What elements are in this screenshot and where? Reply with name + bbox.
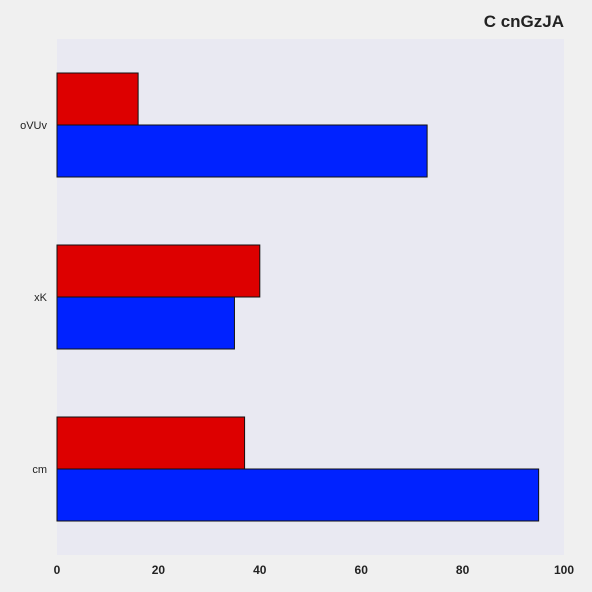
x-tick-label: 80 [456,563,470,577]
x-tick-label: 100 [554,563,574,577]
x-tick-label: 20 [152,563,166,577]
x-tick-label: 60 [355,563,369,577]
y-categories-group: oVUv xK cm [20,120,48,476]
bars-group [56,72,540,522]
chart-title: C cnGzJA [483,12,564,31]
x-tick-label: 40 [253,563,267,577]
bar-oVUv-series-2 [56,124,428,178]
bar-cm-series-2 [56,468,540,522]
bar-oVUv-series-1 [56,72,139,126]
bar-xK-series-2 [56,296,235,350]
bar-cm-series-1 [56,416,246,470]
y-tick-label: oVUv [20,120,47,132]
bar-xK-series-1 [56,244,261,298]
y-tick-label: cm [32,464,47,476]
x-ticks-group: 0 20 40 60 80 100 [54,563,575,577]
x-tick-label: 0 [54,563,61,577]
y-tick-label: xK [34,292,48,304]
